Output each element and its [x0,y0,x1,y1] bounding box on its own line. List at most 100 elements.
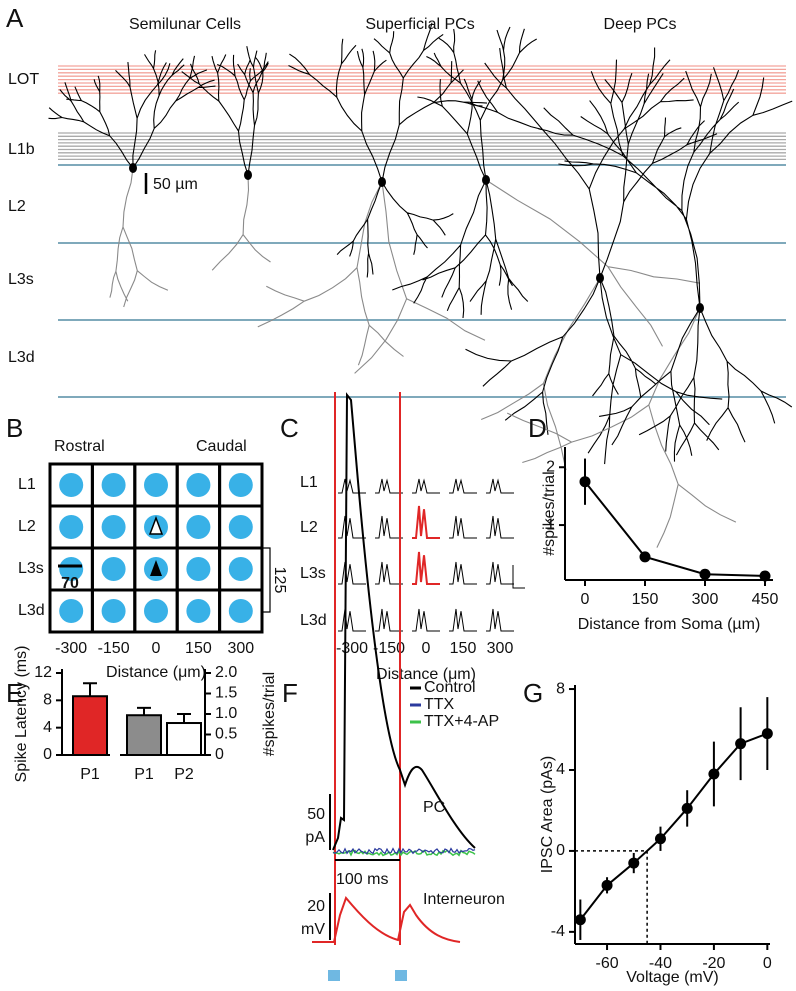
scale-bracket [262,547,271,613]
panel-label: G [523,678,543,708]
row-label: L2 [18,518,36,535]
stim-spot [186,515,211,539]
data-point [574,914,586,926]
panel-label: C [280,413,299,443]
interneuron-trace [312,896,461,943]
light-pulse [395,970,407,981]
soma-marker [148,515,164,535]
panel-label: E [6,678,23,708]
x-tick-label: 450 [752,591,779,608]
stim-spot [186,599,211,623]
axon [211,174,271,271]
panel-label: B [6,413,23,443]
scale-bar-label: 20 [307,898,325,915]
data-point [735,738,747,750]
x-tick-label: 0 [581,591,590,608]
x-tick-label: 300 [692,591,719,608]
x-tick-label: -150 [373,640,405,657]
spike-trace [375,608,403,632]
spike-trace [486,608,514,632]
legend-label: TTX [424,696,455,713]
y2-tick-label: 2.0 [215,664,237,681]
data-point [654,833,666,845]
x-tick-label: 300 [227,640,254,657]
data-point [628,857,640,869]
row-label: L1 [300,474,318,491]
x-tick-label: 0 [422,640,431,657]
spike-trace [375,515,403,539]
data-point [681,802,693,814]
y2-axis-label: #spikes/trial [261,672,278,756]
x-tick-label: P1 [134,766,154,783]
stim-spot [101,515,126,539]
grid-cell [218,588,264,634]
spike-trace [449,478,477,494]
soma [696,303,704,313]
direction-label: Caudal [196,438,247,455]
x-tick-label: P1 [80,766,100,783]
spike-trace [338,478,366,494]
bar [72,695,108,757]
x-axis-label: Voltage (mV) [626,969,718,986]
layer-label: L1b [8,141,35,158]
axon [480,277,601,471]
row-label: L3s [300,565,326,582]
light-pulse [328,970,340,981]
bar [126,714,162,756]
y-tick-label: 1 [546,516,555,533]
x-tick-label: 150 [185,640,212,657]
y-tick-label: 4 [556,761,565,778]
cell-type-title: Semilunar Cells [129,16,241,33]
data-point [639,551,651,563]
stim-spot [186,557,211,581]
scale-bar-label: 50 µm [153,176,198,193]
y2-tick-label: 1.0 [215,705,237,722]
x-tick-label: -40 [649,955,672,972]
scale-bar-label: 125 [271,567,288,594]
axon [109,167,169,308]
scale-bar-label: pA [305,829,325,846]
layer-label: LOT [8,71,39,88]
stim-spot [228,515,253,539]
spike-trace [486,561,514,585]
spike-trace [449,515,477,539]
dendrite [465,47,723,465]
x-tick-label: 0 [152,640,161,657]
y-axis-label: Spike Latency (ms) [13,646,30,783]
row-label: L3s [18,560,44,577]
row-label: L1 [18,476,36,493]
y-axis-label: #spikes/trial [541,471,558,555]
x-tick-label: 150 [632,591,659,608]
data-line [579,732,768,921]
data-point [759,570,771,582]
x-tick-label: -150 [98,640,130,657]
cell-type-title: Deep PCs [604,16,677,33]
x-axis-label: Distance from Soma (µm) [578,616,761,633]
spike-trace [338,608,366,632]
row-label: L3d [300,612,327,629]
scale-bar-label: 100 ms [336,871,388,888]
y-tick-label: 12 [34,664,52,681]
soma [482,175,490,185]
y-tick-label: 8 [43,692,52,709]
soma-marker [150,560,162,576]
soma [378,177,386,187]
stim-spot [59,473,84,497]
data-point [708,768,720,780]
soma [129,163,137,173]
data-point [601,879,613,891]
row-label: L3d [18,602,45,619]
spike-trace [449,608,477,632]
x-axis-label: Distance (μm) [106,664,206,681]
data-point [699,568,711,580]
data-point [579,476,591,488]
scale-bar [512,565,525,589]
x-tick-label: P2 [174,766,194,783]
trace-label: PC [423,799,445,816]
spike-trace [412,608,440,632]
x-tick-label: -300 [55,640,87,657]
x-tick-label: 150 [450,640,477,657]
layer-label: L3d [8,349,35,366]
layer-label: L2 [8,198,26,215]
panel-label: A [6,3,24,33]
